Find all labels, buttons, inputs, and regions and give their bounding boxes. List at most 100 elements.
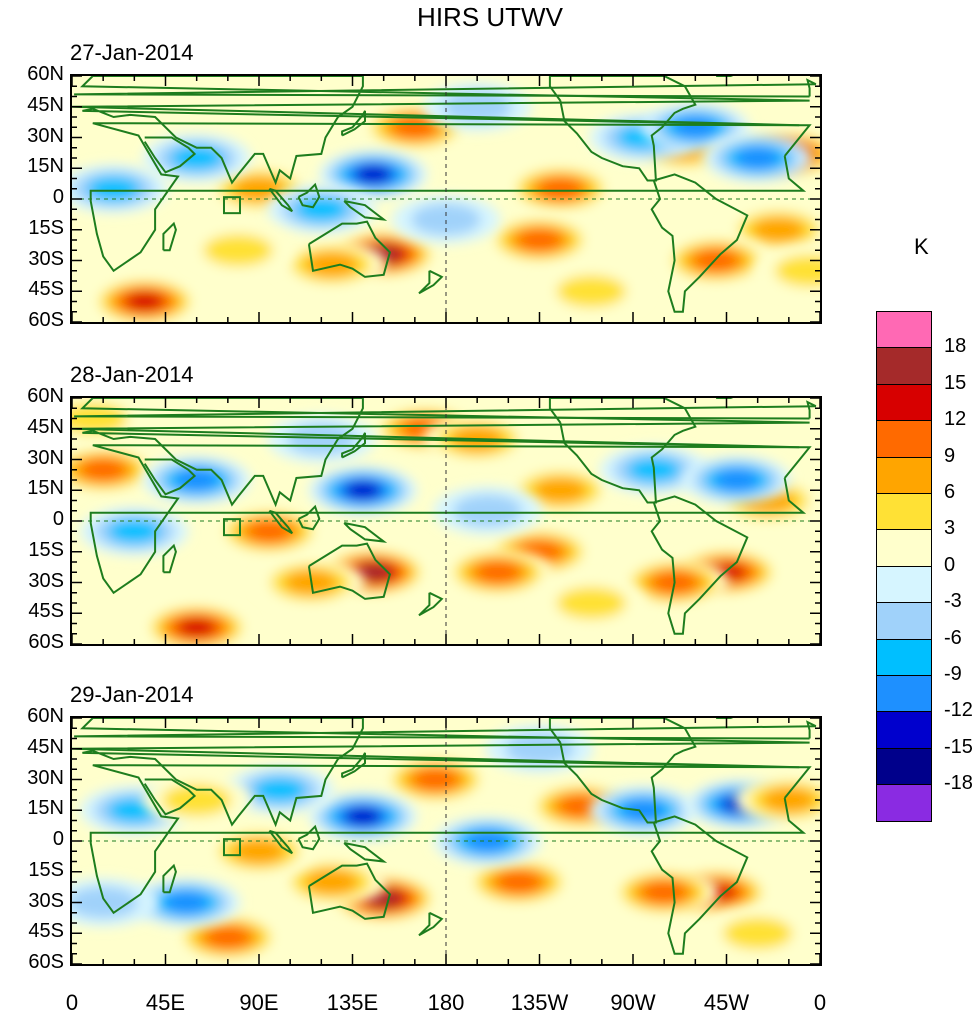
anomaly-feature — [184, 226, 293, 275]
colorbar-swatch — [876, 456, 932, 494]
contour-level — [517, 229, 562, 251]
x-tick-label: 135W — [510, 990, 569, 1015]
coastlines — [72, 398, 817, 635]
contour-level — [203, 234, 273, 267]
colorbar-swatch — [876, 638, 932, 676]
x-tick-label: 0 — [813, 990, 827, 1015]
y-tick-label: 30S — [28, 247, 64, 270]
x-tick-label: 45E — [145, 990, 186, 1015]
colorbar-label: -12 — [944, 699, 973, 722]
anomaly-feature — [682, 456, 791, 504]
coastline-arabia — [143, 778, 197, 816]
y-tick-label: 0 — [52, 186, 64, 208]
coastline-japan — [341, 752, 366, 779]
panel-1-map — [70, 74, 822, 324]
colorbar-label: 6 — [944, 481, 956, 503]
y-tick-label: 15S — [28, 858, 64, 881]
y-tick-label: 15N — [27, 797, 64, 820]
tick-marks — [72, 398, 820, 644]
colorbar-label: 9 — [944, 444, 956, 467]
anomaly-feature — [72, 164, 168, 213]
anomaly-feature — [443, 548, 552, 597]
y-tick-label: 60N — [27, 385, 64, 407]
panel-1-date: 27-Jan-2014 — [70, 40, 194, 65]
anomaly-feature — [703, 909, 812, 958]
contour-level — [538, 178, 583, 200]
anomaly-feature — [142, 603, 251, 644]
coastline-borneo — [297, 824, 321, 851]
coastline-australia — [307, 862, 392, 920]
coastline-africa — [89, 764, 812, 915]
chart-title: HIRS UTWV — [417, 2, 563, 32]
anomaly-feature — [215, 507, 324, 556]
contour-level — [392, 116, 437, 138]
y-tick-label: 45N — [27, 415, 64, 438]
contour-level — [475, 561, 520, 583]
tick-marks — [72, 718, 820, 964]
coastline-newguinea — [343, 522, 388, 543]
colorbar-swatch — [876, 383, 932, 422]
contour-level — [125, 292, 164, 311]
anomaly-feature — [485, 216, 594, 264]
colorbar-swatch — [876, 747, 932, 786]
colorbar-label: 18 — [944, 335, 967, 358]
contour-level — [722, 917, 793, 950]
contour-level — [533, 477, 587, 503]
y-tick-label: 0 — [52, 508, 64, 530]
coastline-sumatra — [268, 509, 294, 535]
anomaly-feature — [755, 246, 820, 295]
colorbar-swatch — [876, 493, 932, 531]
coastline-nz — [418, 911, 444, 937]
contour-level — [556, 275, 627, 308]
contour-level — [642, 881, 687, 903]
y-tick-label: 60N — [27, 705, 64, 727]
anomaly-feature — [589, 786, 698, 835]
contour-level — [72, 402, 128, 435]
y-tick-label: 60S — [28, 309, 64, 331]
contour-level — [81, 459, 126, 481]
contour-level — [174, 469, 219, 491]
contour-level — [232, 838, 286, 864]
contour-level — [413, 768, 458, 791]
anomaly-feature — [142, 456, 251, 504]
x-tick-label: 45W — [703, 990, 750, 1015]
anomaly-feature — [464, 858, 573, 906]
contour-level — [164, 891, 209, 914]
anomaly-feature — [433, 817, 542, 865]
y-tick-label: 60S — [28, 951, 64, 973]
coastline-nz — [418, 591, 444, 617]
coastline-africa — [89, 122, 812, 273]
x-tick-label: 0 — [65, 990, 79, 1015]
y-tick-label: 15S — [28, 538, 64, 561]
y-tick-label: 45N — [27, 93, 64, 116]
contour-level — [673, 116, 718, 138]
anomaly-feature — [267, 185, 376, 234]
y-tick-label: 15N — [27, 477, 64, 500]
region-box — [222, 838, 241, 857]
anomaly-feature — [90, 277, 199, 322]
coastline-japan — [341, 110, 366, 137]
coastline-samerica — [650, 173, 749, 313]
panel-2-date: 28-Jan-2014 — [70, 362, 194, 387]
anomaly-feature — [506, 164, 615, 213]
anomaly-feature — [662, 236, 771, 285]
colorbar-swatch — [876, 347, 932, 385]
coastline-uk — [74, 400, 817, 420]
contour-level — [343, 806, 382, 826]
coastline-madagascar — [162, 863, 177, 894]
panel-2-map — [70, 396, 822, 646]
contour-level — [556, 587, 627, 619]
x-tick-label: 90W — [610, 990, 656, 1015]
colorbar-swatch — [876, 602, 932, 640]
contour-level — [294, 196, 348, 222]
anomaly-feature — [433, 486, 542, 535]
contour-level — [714, 469, 759, 491]
contour-level — [343, 480, 382, 500]
contour-level — [452, 494, 523, 527]
x-tick-label: 180 — [427, 990, 465, 1015]
anomaly-feature — [537, 579, 646, 627]
colorbar-swatch — [876, 529, 932, 567]
contour-level — [411, 203, 481, 236]
field-map-3 — [72, 718, 820, 964]
anomaly-feature — [308, 792, 417, 841]
